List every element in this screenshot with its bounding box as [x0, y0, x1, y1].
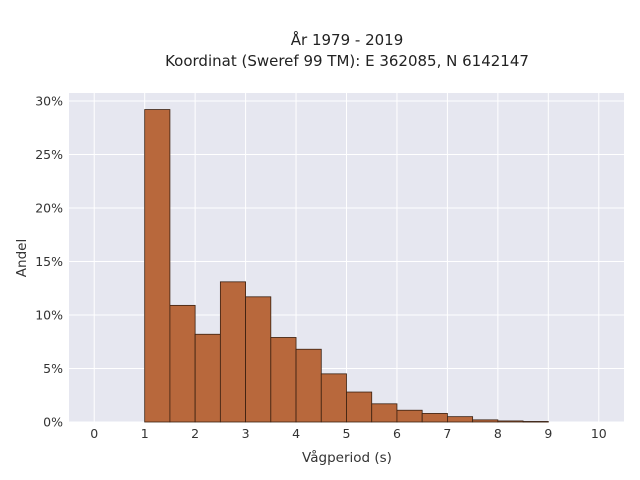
histogram-bar [497, 420, 524, 423]
y-tick-label: 0% [43, 415, 63, 430]
x-tick-label: 10 [591, 426, 607, 441]
histogram-bar [194, 333, 221, 423]
histogram-bar [320, 373, 347, 423]
x-tick-label: 8 [494, 426, 502, 441]
x-tick-label: 4 [292, 426, 300, 441]
x-tick-label: 5 [343, 426, 351, 441]
histogram-bar [421, 413, 448, 423]
x-tick-label: 2 [191, 426, 199, 441]
histogram-bar [371, 403, 398, 423]
y-axis-ticks: 0% 5% 10% 15% 20% 25% 30% [35, 94, 63, 430]
histogram-bar [270, 337, 297, 423]
chart-title-line1: År 1979 - 2019 [291, 30, 404, 49]
y-axis-label: Andel [14, 239, 30, 277]
x-tick-label: 1 [141, 426, 149, 441]
histogram-bars [144, 109, 549, 423]
histogram-bar [346, 391, 373, 423]
x-axis-ticks: 0 1 2 3 4 5 6 7 8 9 10 [90, 426, 607, 441]
y-tick-label: 15% [35, 254, 63, 269]
histogram-bar [447, 416, 474, 423]
histogram-bar [472, 419, 499, 423]
histogram-bar [522, 421, 549, 423]
histogram-bar [396, 409, 423, 423]
y-tick-label: 5% [43, 361, 63, 376]
histogram-bar [295, 348, 322, 423]
x-tick-label: 9 [544, 426, 552, 441]
histogram-bar [144, 109, 171, 423]
y-tick-label: 30% [35, 94, 63, 109]
y-tick-label: 10% [35, 308, 63, 323]
y-tick-label: 25% [35, 147, 63, 162]
histogram-bar [245, 296, 272, 423]
histogram-bar [219, 281, 246, 423]
histogram-bar [169, 304, 196, 423]
x-tick-label: 7 [443, 426, 451, 441]
x-tick-label: 0 [90, 426, 98, 441]
x-tick-label: 6 [393, 426, 401, 441]
y-tick-label: 20% [35, 201, 63, 216]
chart-title-line2: Koordinat (Sweref 99 TM): E 362085, N 61… [165, 52, 529, 70]
x-axis-label: Vågperiod (s) [302, 449, 392, 466]
x-tick-label: 3 [242, 426, 250, 441]
